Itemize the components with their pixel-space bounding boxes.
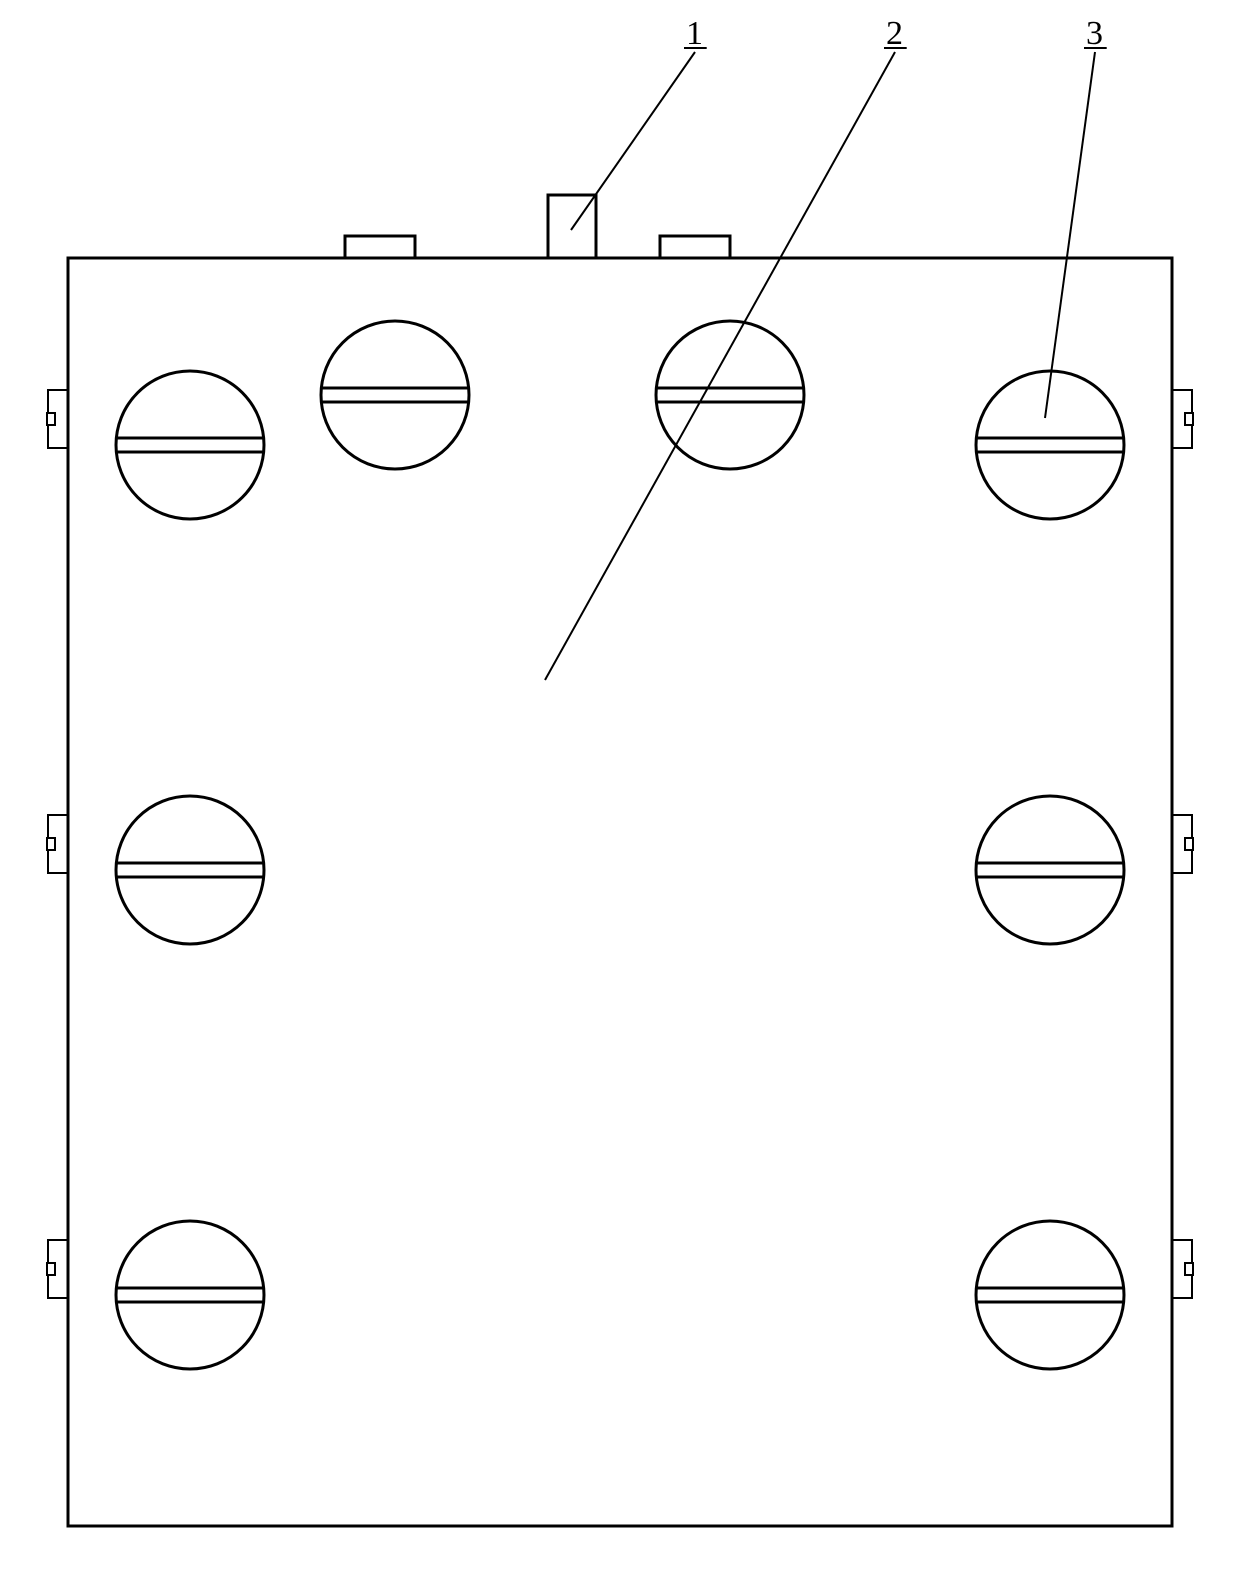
side-lug-notch [47, 1263, 55, 1275]
top-connector-right [660, 236, 730, 258]
top-connector-left [345, 236, 415, 258]
slotted-circle-1 [116, 371, 264, 519]
slotted-circle-4 [976, 371, 1124, 519]
side-lug-notch [47, 838, 55, 850]
side-lug-notch [1185, 413, 1193, 425]
side-lug-notch [1185, 838, 1193, 850]
slotted-circle-6 [976, 796, 1124, 944]
technical-figure: 1 2 3 [0, 0, 1240, 1591]
side-lug-notch [47, 413, 55, 425]
callout-label-1: 1 [686, 15, 703, 52]
slotted-circle-3 [656, 321, 804, 469]
slotted-circle-5 [116, 796, 264, 944]
slotted-circle-2 [321, 321, 469, 469]
slotted-circle-8 [976, 1221, 1124, 1369]
slotted-circle-7 [116, 1221, 264, 1369]
callout-label-2: 2 [886, 15, 903, 52]
callout-label-3: 3 [1086, 15, 1103, 52]
side-lug-notch [1185, 1263, 1193, 1275]
